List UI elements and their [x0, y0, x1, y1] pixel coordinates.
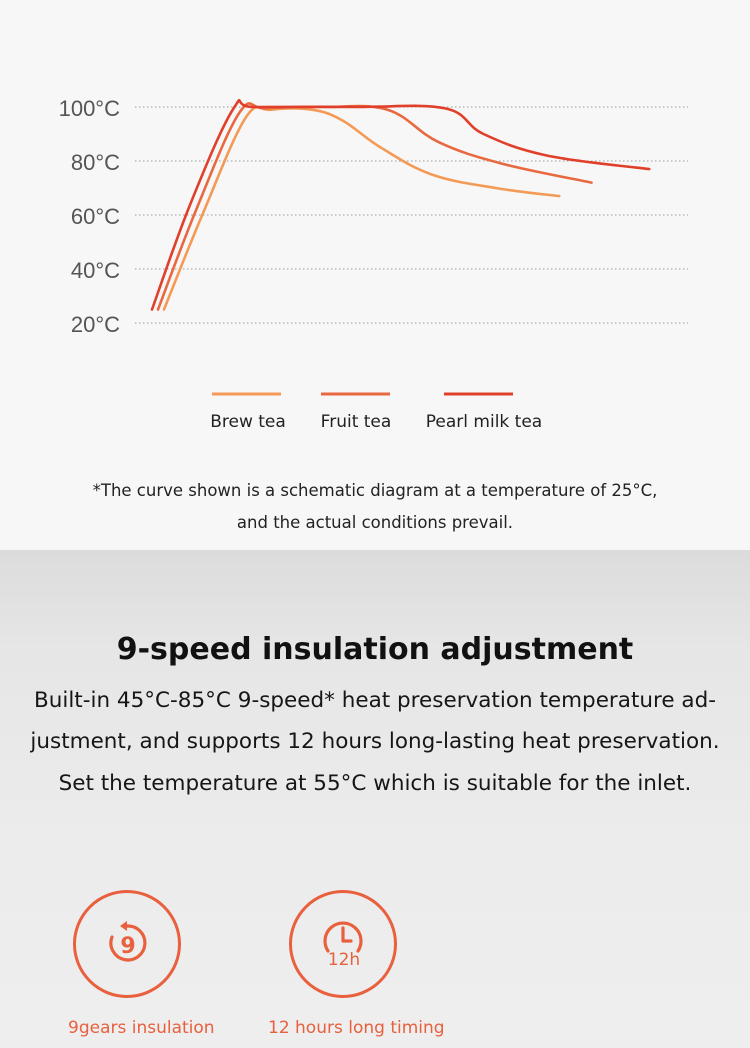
section-heading: 9-speed insulation adjustment	[116, 632, 634, 667]
y-tick-label: 100°C	[59, 96, 121, 121]
description-line-3: Set the temperature at 55°C which is sui…	[58, 771, 692, 796]
legend-label: Pearl milk tea	[426, 412, 542, 432]
series-line	[156, 102, 593, 311]
description-line-2: justment, and supports 12 hours long-las…	[30, 729, 720, 754]
y-tick-label: 60°C	[71, 204, 120, 229]
nine-gears-icon: 9	[73, 890, 181, 998]
temperature-chart: 100°C 80°C 60°C 40°C 20°C Brew tea Fruit tea Pe…	[59, 96, 688, 432]
legend-label: Fruit tea	[321, 412, 392, 432]
description-line-1: Built-in 45°C-85°C 9-speed* heat preserv…	[33, 688, 717, 713]
series-line	[150, 98, 651, 311]
feature-label-12-hours: 12 hours long timing	[268, 1018, 445, 1038]
nine-gears-glyph: 9	[120, 934, 135, 959]
twelve-hour-timer-icon: 12h	[289, 890, 397, 998]
chart-section	[0, 0, 750, 550]
legend-label: Brew tea	[210, 412, 286, 432]
feature-label-9gears: 9gears insulation	[68, 1018, 215, 1038]
chart-footnote-line-2: and the actual conditions prevail.	[236, 513, 514, 532]
y-tick-label: 80°C	[71, 150, 120, 175]
twelve-hour-glyph: 12h	[328, 950, 360, 970]
series-line	[162, 105, 561, 311]
y-tick-label: 20°C	[71, 312, 120, 337]
y-tick-label: 40°C	[71, 258, 120, 283]
chart-footnote-line-1: *The curve shown is a schematic diagram …	[92, 481, 658, 500]
